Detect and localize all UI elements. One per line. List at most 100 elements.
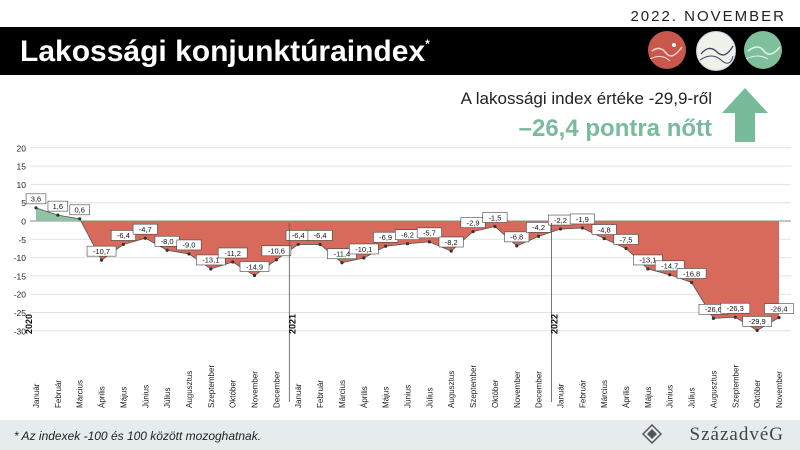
x-tick-label: Január xyxy=(32,383,41,408)
data-label: -16,8 xyxy=(683,269,700,278)
data-point xyxy=(471,230,475,234)
x-tick-label: Szeptember xyxy=(731,365,740,408)
data-label: -1,9 xyxy=(576,215,589,224)
data-label-box xyxy=(307,230,333,241)
footer-bar xyxy=(0,420,800,450)
data-label-box xyxy=(261,245,292,257)
y-tick-label: 15 xyxy=(17,162,27,172)
title-footnote-mark: * xyxy=(425,37,430,51)
data-label: -9,0 xyxy=(183,241,196,250)
y-tick-label: -15 xyxy=(14,271,27,281)
y-tick-label: 5 xyxy=(21,198,26,208)
x-tick-label: Június xyxy=(141,385,150,408)
x-tick-label: December xyxy=(272,371,281,408)
year-label: 2020 xyxy=(24,314,34,334)
data-label: -11,2 xyxy=(224,249,241,258)
x-tick-label: Április xyxy=(622,386,631,408)
data-label-box xyxy=(176,239,202,251)
data-point xyxy=(209,267,213,271)
page-title: Lakossági konjunktúraindex* xyxy=(20,35,430,69)
data-label: -10,7 xyxy=(93,247,110,256)
data-label-box xyxy=(526,222,552,233)
y-tick-label: 0 xyxy=(21,217,26,227)
x-tick-label: Október xyxy=(491,379,500,408)
data-point xyxy=(777,316,781,320)
title-text: Lakossági konjunktúraindex xyxy=(20,35,426,68)
data-point xyxy=(558,227,563,231)
x-tick-label: November xyxy=(513,371,522,408)
y-tick-label: -20 xyxy=(14,290,27,300)
data-point xyxy=(56,213,60,217)
y-tick-label: -10 xyxy=(14,253,27,263)
data-label: 0,6 xyxy=(74,206,84,215)
data-point xyxy=(602,236,606,241)
data-point xyxy=(449,249,453,253)
data-label-box xyxy=(416,227,442,239)
x-tick-label: Február xyxy=(316,380,325,408)
data-label-box xyxy=(239,261,270,272)
data-label: -6,9 xyxy=(379,233,392,242)
y-tick-label: 10 xyxy=(17,180,27,190)
data-label: 3,6 xyxy=(31,195,41,204)
x-tick-label: November xyxy=(775,371,784,408)
x-tick-label: Április xyxy=(360,386,369,408)
data-point xyxy=(711,316,716,320)
data-label: -29,9 xyxy=(749,317,766,326)
data-point xyxy=(384,244,388,248)
x-tick-label: Október xyxy=(753,379,762,408)
y-tick-label: 20 xyxy=(17,143,27,153)
x-tick-label: Június xyxy=(666,385,675,408)
data-label-box xyxy=(591,224,617,235)
x-tick-label: Június xyxy=(404,385,413,408)
data-label-box xyxy=(720,302,751,314)
data-point xyxy=(733,315,737,319)
data-label: -14,7 xyxy=(661,262,678,271)
data-point xyxy=(99,258,104,262)
headline-text: A lakossági index értéke -29,9-ről xyxy=(460,89,712,108)
data-label: -6,4 xyxy=(117,231,130,240)
data-label-box xyxy=(569,213,595,225)
brand-name: SzázadvéG xyxy=(689,424,784,445)
data-label-box xyxy=(132,223,158,235)
x-tick-label: November xyxy=(251,371,260,408)
data-label-box xyxy=(482,212,508,223)
data-label: -26,4 xyxy=(770,304,787,313)
data-label: -4,2 xyxy=(532,223,545,232)
x-tick-label: Augusztus xyxy=(447,371,456,408)
data-point xyxy=(143,236,147,240)
data-point xyxy=(362,256,366,260)
data-label-box xyxy=(764,303,794,314)
data-label: -10,1 xyxy=(355,245,372,254)
data-label-box xyxy=(654,260,685,272)
data-point xyxy=(668,273,672,277)
x-tick-label: Május xyxy=(382,387,391,408)
data-label: -5,7 xyxy=(423,229,436,238)
data-label-box xyxy=(348,243,379,255)
data-label-box xyxy=(196,254,226,266)
data-label-box xyxy=(110,230,136,241)
data-point xyxy=(231,260,235,264)
data-point xyxy=(296,242,300,247)
x-tick-label: Szeptember xyxy=(469,365,478,408)
data-point xyxy=(624,246,628,251)
year-label: 2021 xyxy=(287,314,297,334)
x-tick-label: Augusztus xyxy=(185,371,194,408)
report-date: 2022. NOVEMBER xyxy=(630,8,786,25)
data-point xyxy=(340,261,344,265)
data-point xyxy=(427,240,431,244)
data-label-box xyxy=(47,200,69,212)
year-label: 2022 xyxy=(550,314,560,334)
up-arrow-icon xyxy=(722,88,768,142)
data-point xyxy=(187,252,191,256)
data-label: 1,6 xyxy=(53,202,63,211)
data-label: -13,1 xyxy=(202,256,219,265)
footnote: * Az indexek -100 és 100 között mozoghat… xyxy=(14,429,262,443)
x-tick-label: Március xyxy=(338,380,347,408)
data-label: -13,1 xyxy=(639,256,656,265)
map-circle-green-icon xyxy=(744,31,782,69)
data-label: -2,9 xyxy=(467,218,480,227)
data-label: -7,5 xyxy=(620,235,633,244)
data-label-box xyxy=(676,268,707,279)
data-point xyxy=(493,224,497,229)
x-tick-label: Április xyxy=(98,386,107,408)
